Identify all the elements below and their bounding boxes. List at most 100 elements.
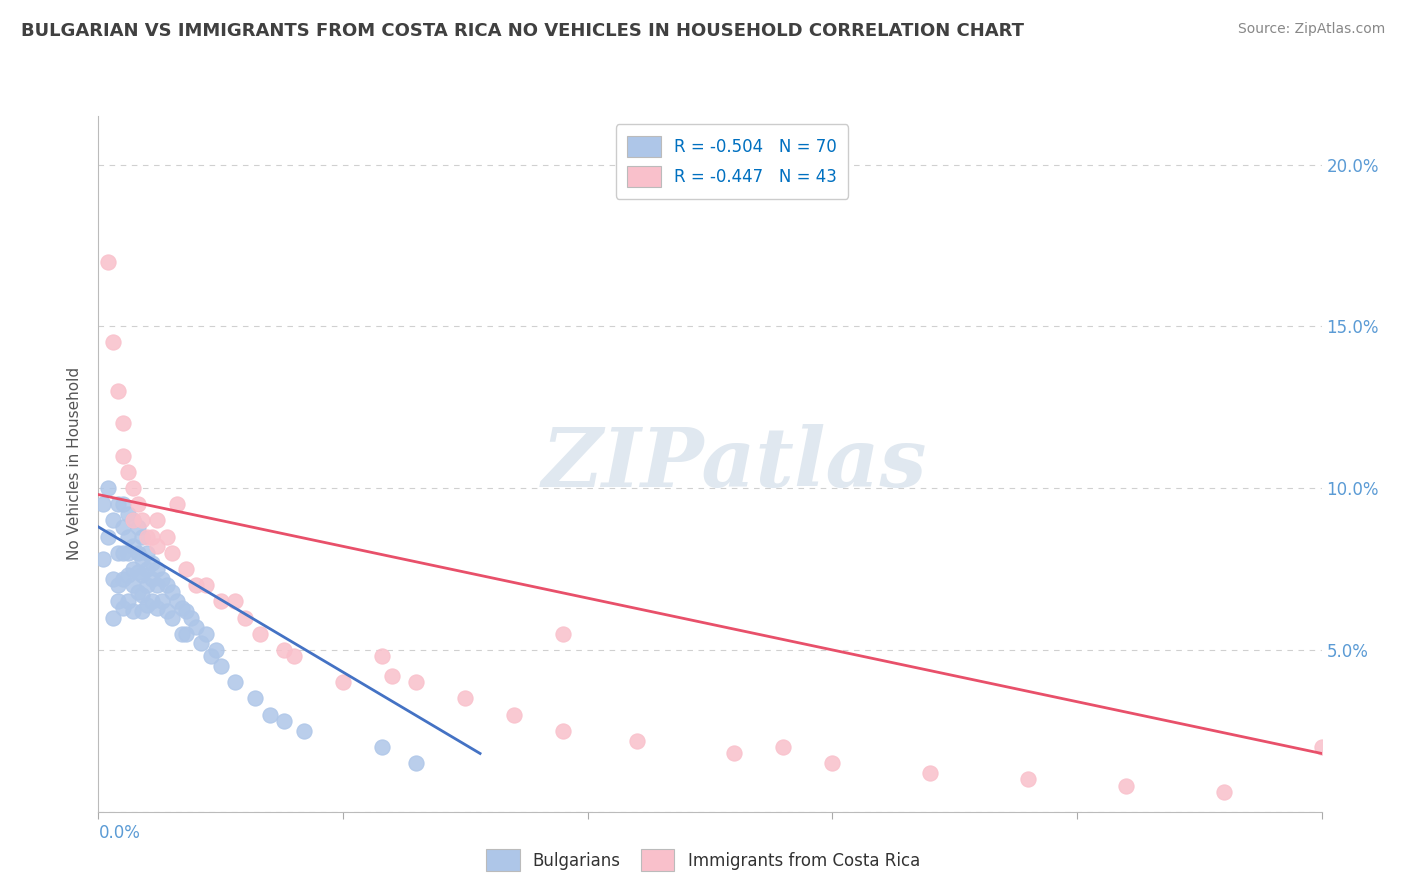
Point bbox=[243, 691, 266, 706]
Point bbox=[121, 540, 143, 554]
Point bbox=[141, 594, 163, 608]
Point bbox=[146, 513, 169, 527]
Point bbox=[1017, 772, 1039, 787]
Point bbox=[111, 497, 134, 511]
Point bbox=[97, 254, 120, 268]
Point bbox=[150, 572, 173, 586]
Point bbox=[111, 600, 134, 615]
Point bbox=[146, 600, 169, 615]
Point bbox=[141, 556, 163, 570]
Text: BULGARIAN VS IMMIGRANTS FROM COSTA RICA NO VEHICLES IN HOUSEHOLD CORRELATION CHA: BULGARIAN VS IMMIGRANTS FROM COSTA RICA … bbox=[21, 22, 1024, 40]
Point bbox=[205, 643, 228, 657]
Point bbox=[136, 530, 159, 544]
Point bbox=[111, 572, 134, 586]
Point bbox=[224, 675, 246, 690]
Point bbox=[209, 594, 232, 608]
Point bbox=[160, 584, 183, 599]
Point bbox=[111, 520, 134, 534]
Point bbox=[1115, 779, 1137, 793]
Point bbox=[180, 610, 202, 624]
Point bbox=[209, 659, 232, 673]
Point bbox=[146, 578, 169, 592]
Point bbox=[127, 520, 149, 534]
Point bbox=[160, 610, 183, 624]
Point bbox=[107, 384, 129, 398]
Point bbox=[166, 594, 188, 608]
Point bbox=[136, 546, 159, 560]
Point bbox=[117, 465, 139, 479]
Point bbox=[371, 649, 394, 664]
Point bbox=[273, 714, 295, 728]
Point bbox=[131, 604, 153, 618]
Point bbox=[1310, 739, 1333, 754]
Point bbox=[170, 626, 193, 640]
Point bbox=[91, 497, 114, 511]
Point bbox=[156, 530, 179, 544]
Point bbox=[127, 546, 149, 560]
Point bbox=[292, 723, 315, 738]
Point bbox=[772, 739, 794, 754]
Point bbox=[186, 578, 208, 592]
Legend: R = -0.504   N = 70, R = -0.447   N = 43: R = -0.504 N = 70, R = -0.447 N = 43 bbox=[616, 124, 848, 199]
Point bbox=[195, 578, 218, 592]
Point bbox=[190, 636, 212, 650]
Point bbox=[117, 530, 139, 544]
Point bbox=[127, 584, 149, 599]
Point bbox=[101, 335, 124, 350]
Point bbox=[195, 626, 218, 640]
Point bbox=[131, 568, 153, 582]
Point bbox=[150, 594, 173, 608]
Point bbox=[146, 562, 169, 576]
Point bbox=[332, 675, 354, 690]
Point bbox=[127, 497, 149, 511]
Point bbox=[136, 578, 159, 592]
Legend: Bulgarians, Immigrants from Costa Rica: Bulgarians, Immigrants from Costa Rica bbox=[478, 841, 928, 880]
Point bbox=[131, 513, 153, 527]
Text: 0.0%: 0.0% bbox=[98, 824, 141, 842]
Point bbox=[127, 566, 149, 580]
Point bbox=[97, 530, 120, 544]
Text: Source: ZipAtlas.com: Source: ZipAtlas.com bbox=[1237, 22, 1385, 37]
Y-axis label: No Vehicles in Household: No Vehicles in Household bbox=[67, 368, 83, 560]
Point bbox=[249, 626, 271, 640]
Point bbox=[141, 530, 163, 544]
Point bbox=[176, 562, 198, 576]
Point bbox=[131, 530, 153, 544]
Point bbox=[176, 604, 198, 618]
Point bbox=[121, 513, 143, 527]
Point bbox=[131, 552, 153, 566]
Point bbox=[131, 588, 153, 602]
Point bbox=[111, 546, 134, 560]
Point bbox=[117, 594, 139, 608]
Point bbox=[136, 562, 159, 576]
Point bbox=[170, 600, 193, 615]
Point bbox=[101, 610, 124, 624]
Point bbox=[166, 497, 188, 511]
Point bbox=[117, 507, 139, 521]
Point bbox=[405, 675, 427, 690]
Point bbox=[107, 594, 129, 608]
Point bbox=[111, 449, 134, 463]
Point bbox=[121, 604, 143, 618]
Point bbox=[121, 578, 143, 592]
Point bbox=[920, 765, 942, 780]
Point bbox=[176, 626, 198, 640]
Point bbox=[1212, 785, 1234, 799]
Point bbox=[503, 707, 526, 722]
Point bbox=[723, 747, 745, 761]
Point bbox=[233, 610, 256, 624]
Point bbox=[224, 594, 246, 608]
Point bbox=[821, 756, 844, 771]
Point bbox=[141, 572, 163, 586]
Point bbox=[107, 497, 129, 511]
Point bbox=[160, 546, 183, 560]
Point bbox=[283, 649, 305, 664]
Point bbox=[136, 598, 159, 612]
Point bbox=[553, 723, 575, 738]
Point bbox=[101, 513, 124, 527]
Point bbox=[186, 620, 208, 634]
Text: ZIPatlas: ZIPatlas bbox=[541, 424, 927, 504]
Point bbox=[107, 546, 129, 560]
Point bbox=[626, 733, 648, 747]
Point bbox=[156, 604, 179, 618]
